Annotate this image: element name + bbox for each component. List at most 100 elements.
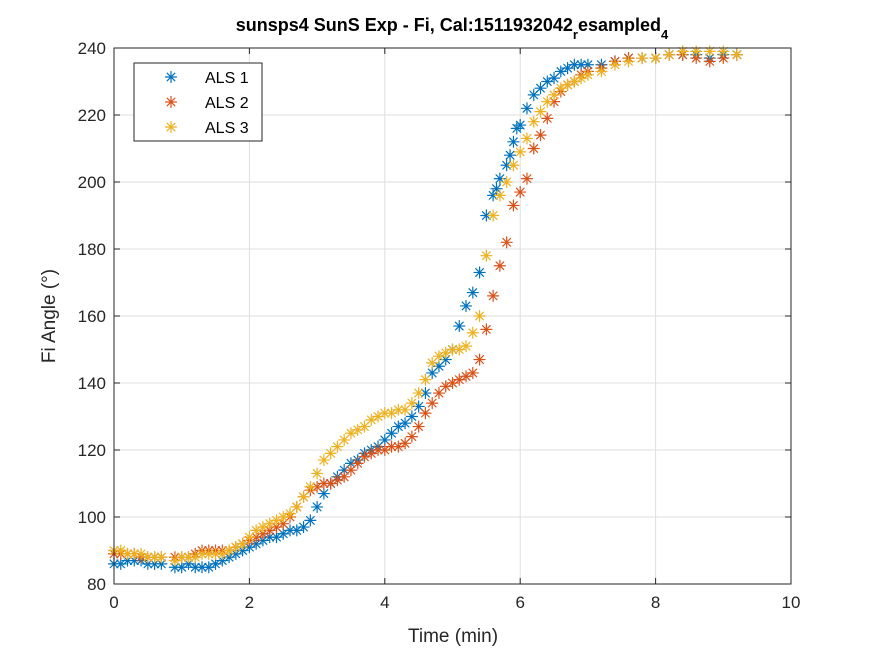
data-point xyxy=(399,417,412,430)
data-point xyxy=(466,366,479,380)
chart-title: sunsps4 SunS Exp - Fi, Cal:1511932042res… xyxy=(236,15,669,42)
data-point xyxy=(304,514,317,527)
data-point xyxy=(459,340,473,353)
x-axis: 0 2 4 6 8 10 xyxy=(109,48,800,612)
data-point xyxy=(527,115,540,128)
x-tick-label: 2 xyxy=(245,593,254,612)
data-point xyxy=(503,149,517,162)
data-point xyxy=(730,48,743,61)
data-point xyxy=(487,209,500,222)
data-point xyxy=(473,309,486,323)
data-point xyxy=(426,356,439,369)
data-point xyxy=(487,289,500,302)
legend-marker xyxy=(164,70,178,84)
data-point xyxy=(453,343,466,356)
data-point xyxy=(500,175,513,189)
data-point xyxy=(703,45,716,58)
data-point xyxy=(663,48,676,61)
data-point xyxy=(222,544,236,557)
data-point xyxy=(595,65,608,78)
title-subscript-2: 4 xyxy=(661,27,669,42)
y-tick-label: 180 xyxy=(78,240,106,259)
x-tick-label: 8 xyxy=(651,593,660,612)
data-point xyxy=(520,132,534,145)
y-axis: 80 100 120 140 160 180 200 220 240 xyxy=(78,39,791,594)
data-point xyxy=(473,353,486,366)
data-point xyxy=(419,386,432,400)
y-tick-label: 200 xyxy=(78,173,106,192)
data-point xyxy=(432,386,446,400)
x-tick-label: 6 xyxy=(515,593,524,612)
data-point xyxy=(405,397,418,410)
data-point xyxy=(480,323,493,336)
data-point xyxy=(311,500,324,514)
data-point xyxy=(554,65,567,78)
y-tick-label: 240 xyxy=(78,39,106,58)
data-point xyxy=(520,172,534,185)
y-tick-label: 120 xyxy=(78,441,106,460)
x-tick-label: 4 xyxy=(380,593,389,612)
data-point xyxy=(378,407,391,420)
data-point xyxy=(649,51,662,65)
title-main: sunsps4 SunS Exp - Fi, Cal:1511932042 xyxy=(236,15,573,35)
data-point xyxy=(324,447,337,460)
data-point xyxy=(412,420,425,433)
data-point xyxy=(703,55,716,68)
legend: ALS 1 ALS 2 ALS 3 xyxy=(133,62,263,142)
data-point xyxy=(304,480,317,493)
legend-marker xyxy=(164,120,178,134)
data-point xyxy=(229,541,242,554)
series-als-3 xyxy=(107,45,743,567)
data-point xyxy=(541,75,554,88)
data-point xyxy=(128,547,141,560)
data-point xyxy=(635,51,649,65)
data-point xyxy=(155,551,168,564)
data-point xyxy=(283,507,297,520)
data-point xyxy=(405,430,418,443)
x-axis-label: Time (min) xyxy=(408,626,498,647)
data-point xyxy=(290,500,303,514)
title-subscript-1: r xyxy=(573,27,578,42)
legend-label: ALS 2 xyxy=(205,95,249,112)
data-point xyxy=(189,561,202,574)
data-point xyxy=(527,142,540,155)
data-point xyxy=(690,51,703,65)
data-point xyxy=(500,236,513,249)
data-point xyxy=(622,55,635,68)
data-point xyxy=(676,45,689,58)
data-point xyxy=(365,447,378,460)
y-tick-label: 100 xyxy=(78,508,106,527)
data-point xyxy=(493,259,506,272)
x-tick-label: 0 xyxy=(109,593,118,612)
data-point xyxy=(114,557,127,571)
y-tick-label: 140 xyxy=(78,374,106,393)
legend-label: ALS 1 xyxy=(205,70,249,87)
data-point xyxy=(480,249,493,262)
data-point xyxy=(466,286,479,299)
data-point xyxy=(534,129,547,142)
y-tick-label: 80 xyxy=(87,575,106,594)
data-point xyxy=(331,440,344,453)
data-point xyxy=(297,490,310,503)
legend-box xyxy=(133,62,263,142)
data-point xyxy=(412,386,425,400)
data-point xyxy=(514,118,527,132)
data-point xyxy=(446,343,459,356)
data-point xyxy=(520,102,534,115)
data-point xyxy=(419,407,432,420)
data-point xyxy=(507,199,520,212)
data-point xyxy=(608,58,622,71)
data-point xyxy=(493,189,506,202)
data-point xyxy=(121,547,134,560)
data-point xyxy=(453,319,466,333)
data-point xyxy=(507,159,520,172)
legend-label: ALS 3 xyxy=(205,120,249,137)
y-tick-label: 160 xyxy=(78,307,106,326)
data-point xyxy=(419,373,432,386)
y-tick-label: 220 xyxy=(78,106,106,125)
data-point xyxy=(344,457,358,470)
data-point xyxy=(459,299,473,313)
data-point xyxy=(507,135,520,148)
legend-marker xyxy=(164,95,178,109)
data-point xyxy=(514,145,527,158)
